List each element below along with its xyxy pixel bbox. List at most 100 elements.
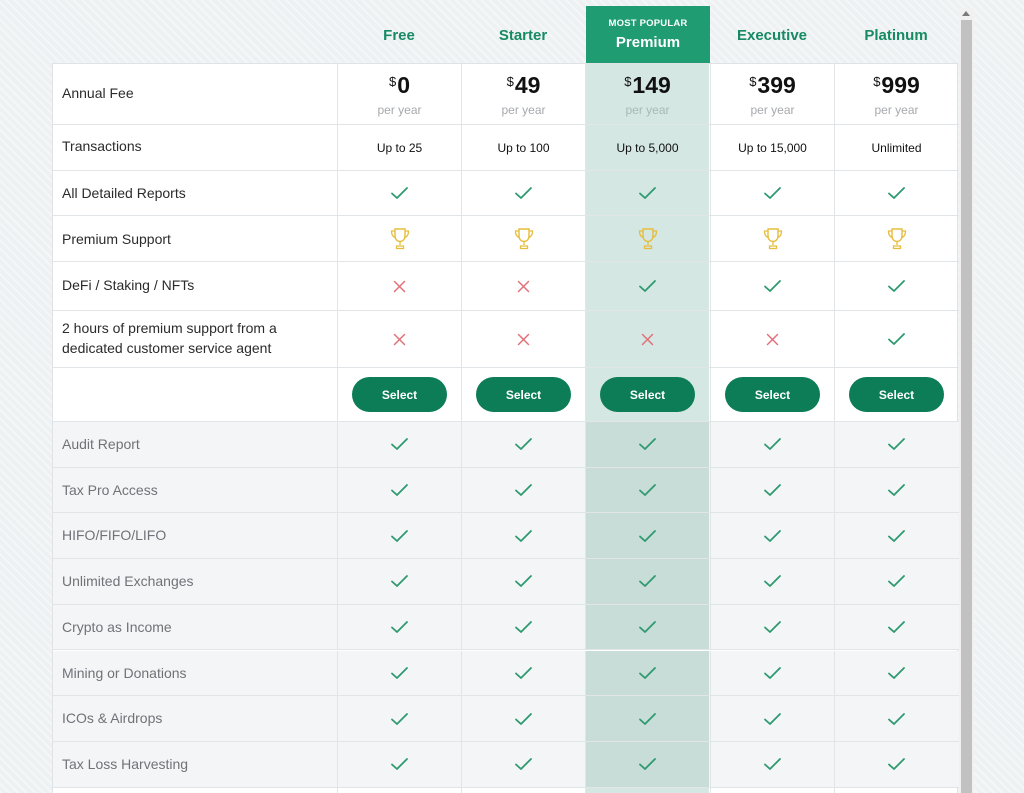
select-starter-button[interactable]: Select [476,377,571,412]
check-icon [887,712,906,726]
check-icon [638,529,657,543]
check-icon [638,186,657,200]
select-premium-button[interactable]: Select [600,377,695,412]
table-row-included-feature: Crypto as Income [53,604,959,651]
cell-starter [461,559,585,604]
billing-period: per year [874,102,919,117]
row-label: Crypto as Income [62,618,172,635]
cell-starter: $49 per year [461,64,585,124]
cell-premium: Up to 5,000 [585,125,709,170]
check-icon [887,574,906,588]
check-icon [763,186,782,200]
cell-executive [710,650,834,696]
cell-platinum [834,262,958,310]
cell-platinum [834,467,958,513]
check-icon [390,666,409,680]
table-row-partial [53,787,959,793]
cell-starter [461,696,585,741]
check-icon [763,529,782,543]
cross-icon [393,333,406,346]
cell-starter: Select [461,368,585,421]
row-label: Annual Fee [62,85,134,101]
table-row-feature: Premium Support [53,216,959,262]
price-amount: 999 [881,71,920,98]
check-icon [390,757,409,771]
check-icon [638,620,657,634]
cell-starter [461,787,585,793]
table-row-included-feature: Mining or Donations [53,650,959,697]
plan-header-platinum: Platinum [834,6,958,63]
transactions-limit: Unlimited [871,140,922,155]
plan-header-premium: MOST POPULAR Premium [586,6,710,63]
cell-premium: $149 per year [585,64,709,124]
row-label: Tax Pro Access [62,481,158,498]
cell-premium [585,311,709,367]
cell-free [337,696,461,741]
check-icon [390,574,409,588]
cell-platinum [834,513,958,559]
table-row-transactions: Transactions Up to 25 Up to 100 Up to 5,000… [53,125,959,171]
cell-executive: Up to 15,000 [710,125,834,170]
cross-icon [517,333,530,346]
cross-icon [641,333,654,346]
table-row-included-feature: HIFO/FIFO/LIFO [53,513,959,560]
plan-name: Free [383,27,415,44]
select-executive-button[interactable]: Select [725,377,820,412]
check-icon [390,186,409,200]
table-row-feature: 2 hours of premium support from a dedica… [53,311,959,368]
price-amount: 49 [514,71,541,98]
cell-executive [710,262,834,310]
price: $0 [389,73,410,97]
price: $49 [507,71,541,98]
cell-starter [461,604,585,650]
cell-free [337,422,461,467]
vertical-scrollbar[interactable] [959,8,974,793]
cell-premium [585,171,709,215]
check-icon [390,620,409,634]
check-icon [887,483,906,497]
scrollbar-thumb[interactable] [961,20,972,793]
table-row-included-feature: Tax Loss Harvesting [53,741,959,788]
cell-starter [461,422,585,467]
cell-starter [461,741,585,787]
select-platinum-button[interactable]: Select [849,377,944,412]
cell-executive [710,513,834,559]
cell-premium [585,216,709,261]
select-free-button[interactable]: Select [352,377,447,412]
cell-premium [585,650,709,696]
check-icon [514,186,533,200]
cell-platinum [834,422,958,467]
check-icon [887,437,906,451]
row-label: Premium Support [62,231,171,247]
row-label: HIFO/FIFO/LIFO [62,527,167,544]
check-icon [763,712,782,726]
check-icon [638,483,657,497]
check-icon [638,666,657,680]
cell-executive [710,422,834,467]
cell-executive [710,171,834,215]
currency-symbol: $ [749,73,757,89]
scroll-up-arrow-icon[interactable] [962,11,970,16]
cell-free [337,787,461,793]
cell-premium [585,513,709,559]
cross-icon [517,280,530,293]
billing-period: per year [750,102,795,117]
cell-platinum [834,216,958,261]
trophy-icon [886,227,908,251]
check-icon [390,712,409,726]
check-icon [763,437,782,451]
cell-platinum [834,604,958,650]
cross-icon [766,333,779,346]
cell-platinum: Unlimited [834,125,958,170]
cell-free [337,650,461,696]
cell-executive [710,741,834,787]
trophy-icon [513,227,535,251]
check-icon [514,574,533,588]
cell-platinum [834,311,958,367]
cell-starter: Up to 100 [461,125,585,170]
check-icon [887,186,906,200]
cell-free [337,604,461,650]
table-row-select: Select Select Select Select Select [53,368,959,422]
check-icon [638,279,657,293]
